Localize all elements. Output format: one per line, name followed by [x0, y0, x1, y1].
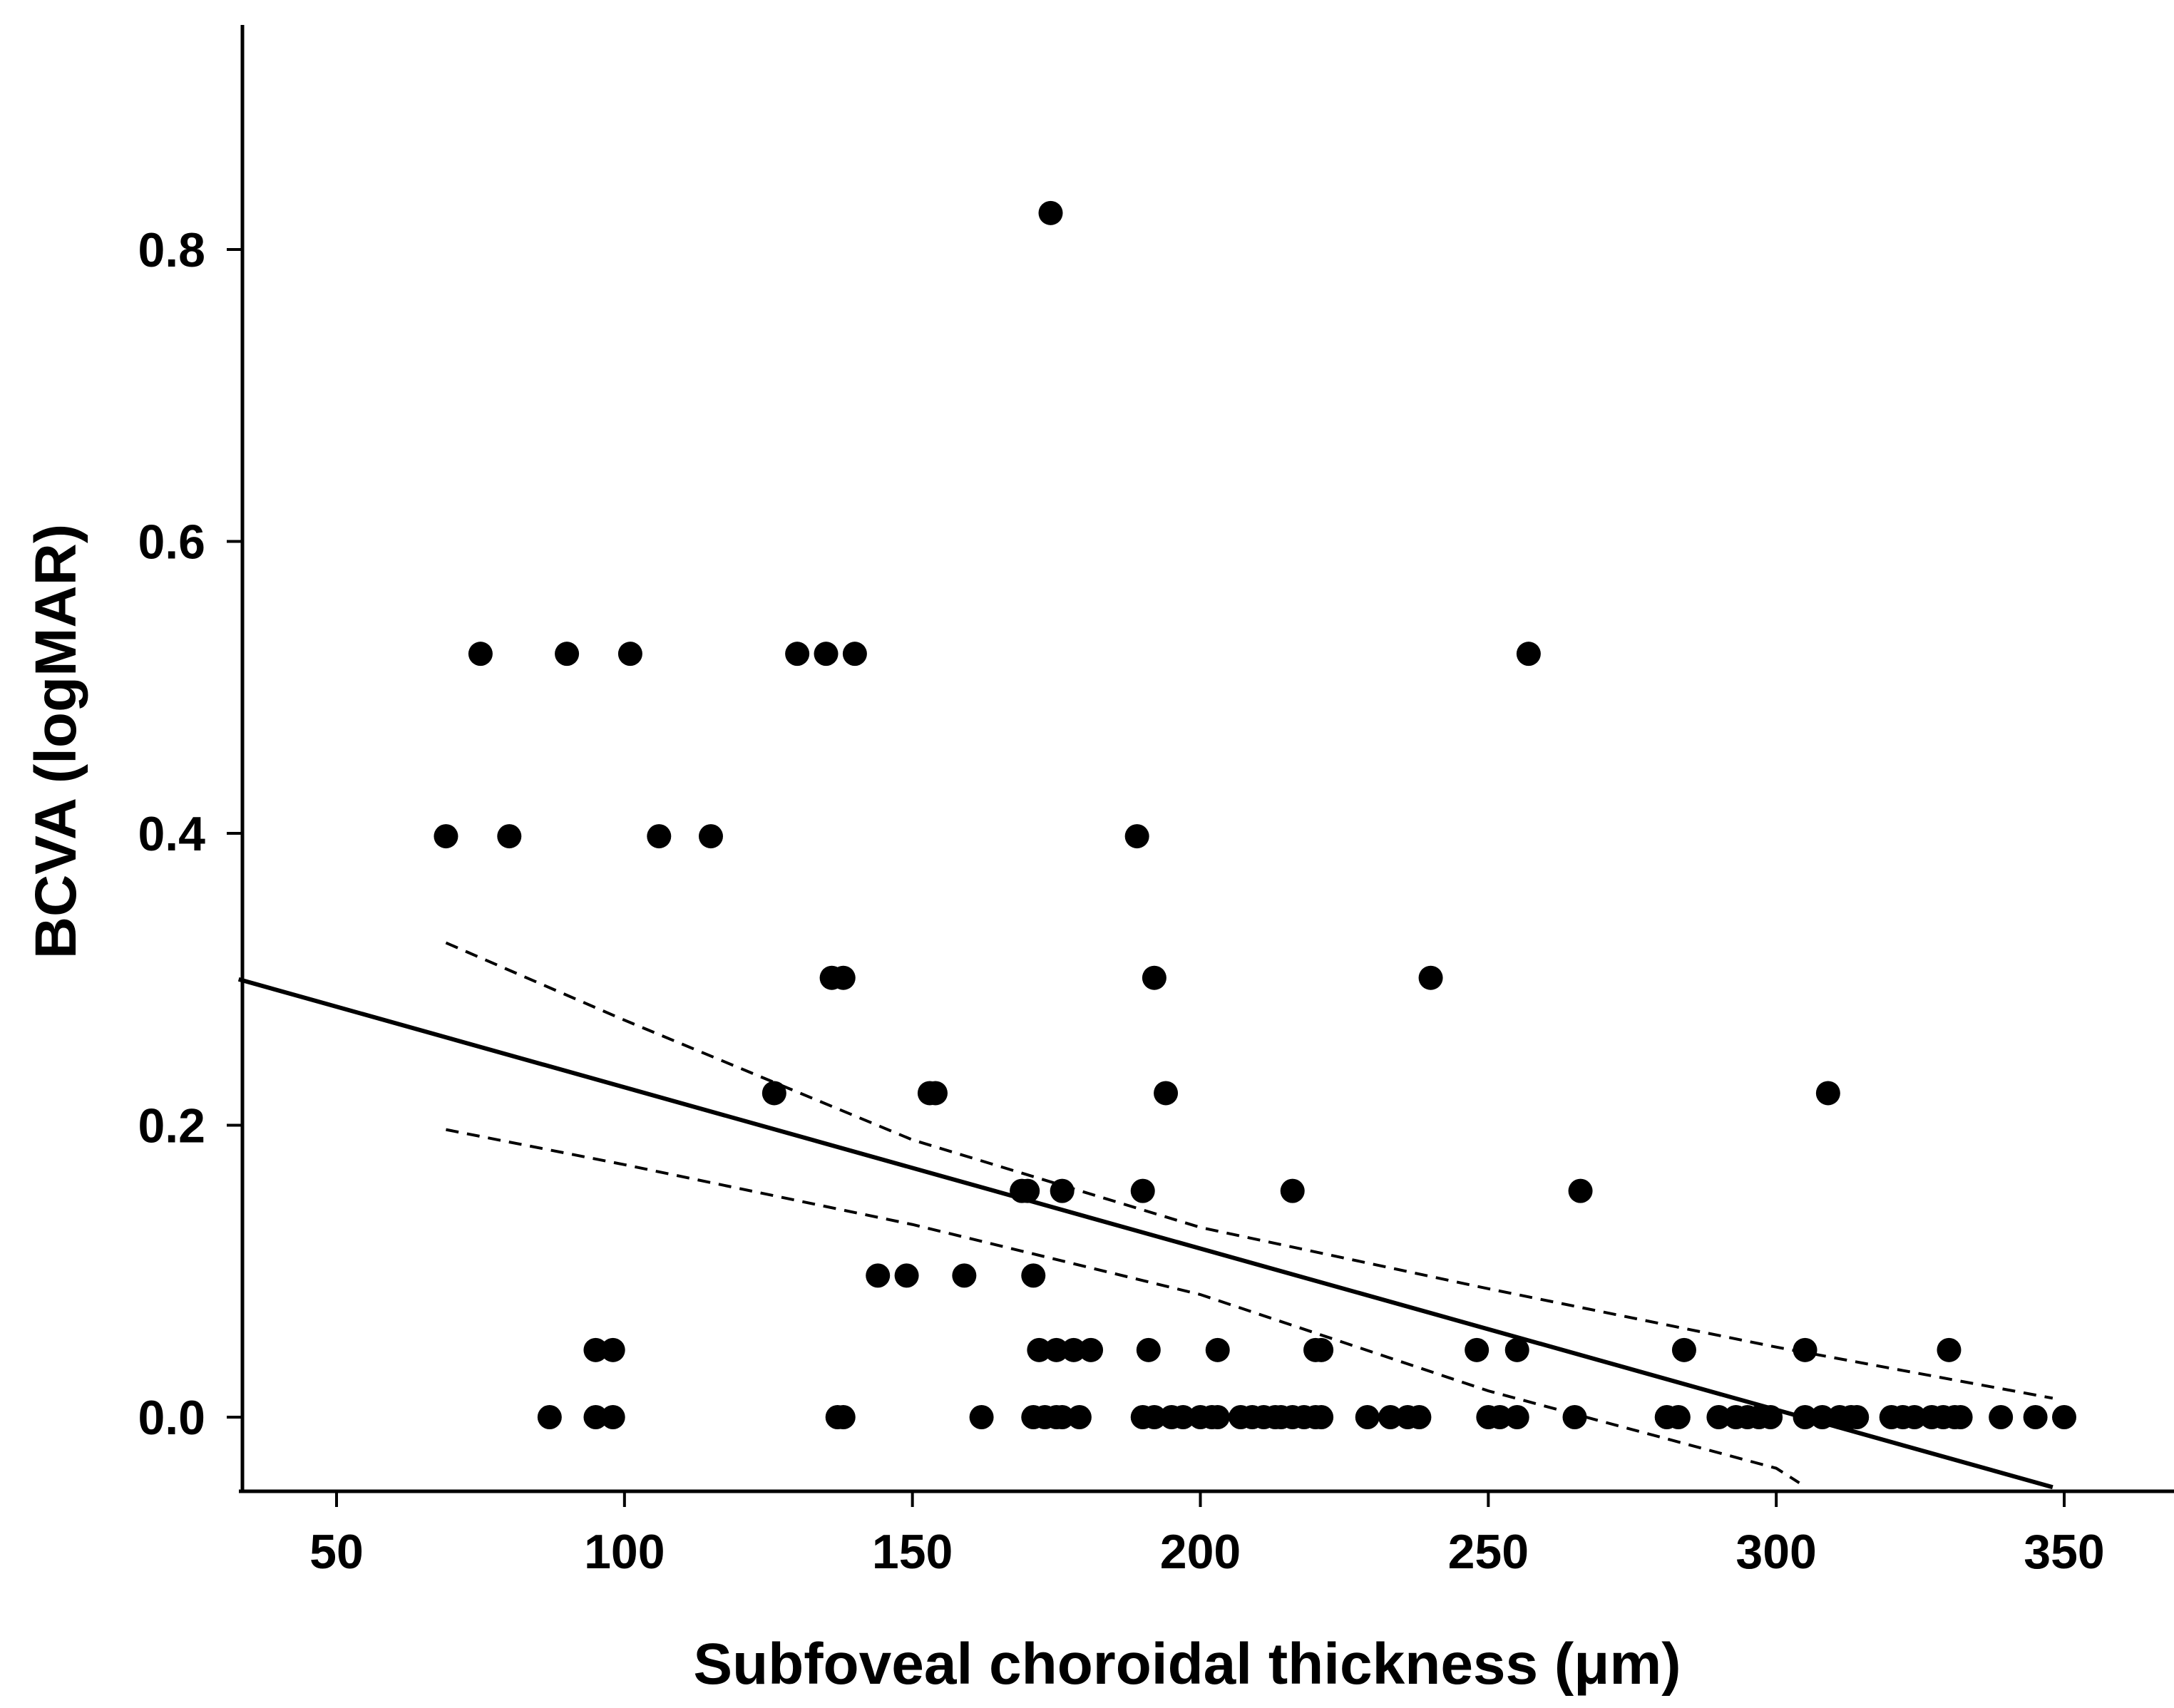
- data-point: [600, 1337, 625, 1362]
- data-point: [583, 1405, 608, 1429]
- data-point: [1568, 1178, 1593, 1203]
- y-axis-title: BCVA (logMAR): [24, 524, 88, 959]
- data-point: [831, 965, 856, 990]
- data-point: [1050, 1178, 1075, 1203]
- data-point: [2023, 1405, 2048, 1429]
- data-point: [647, 824, 672, 849]
- data-point: [1205, 1337, 1230, 1362]
- data-point: [698, 824, 723, 849]
- data-point: [1205, 1405, 1230, 1429]
- fit-lines: [237, 941, 2053, 1490]
- data-points: [434, 200, 2076, 1429]
- data-point: [1562, 1405, 1587, 1429]
- data-point: [1067, 1405, 1092, 1429]
- data-point: [1142, 1405, 1167, 1429]
- data-point: [923, 1081, 948, 1106]
- data-point: [555, 642, 580, 667]
- x-tick-label: 50: [309, 1525, 364, 1579]
- data-point: [1504, 1405, 1529, 1429]
- data-point: [1027, 1337, 1052, 1362]
- data-point: [969, 1405, 994, 1429]
- data-point: [831, 1405, 856, 1429]
- ticks: 50 100 150 200 250 300 350 0.0 0.2 0.4 0.6 0.8: [138, 223, 2104, 1579]
- y-tick-label: 0.6: [138, 515, 205, 570]
- data-point: [1378, 1405, 1403, 1429]
- x-tick-label: 100: [584, 1525, 665, 1579]
- data-point: [952, 1263, 977, 1288]
- data-point: [1937, 1337, 1962, 1362]
- axes: [239, 25, 2174, 1493]
- data-point: [1130, 1178, 1155, 1203]
- data-point: [1845, 1405, 1870, 1429]
- data-point: [1671, 1337, 1696, 1362]
- data-point: [785, 642, 810, 667]
- data-point: [1516, 642, 1541, 667]
- x-tick-label: 350: [2024, 1525, 2104, 1579]
- y-tick-label: 0.4: [138, 807, 205, 861]
- data-point: [1124, 824, 1149, 849]
- data-point: [1171, 1405, 1196, 1429]
- data-point: [762, 1081, 786, 1106]
- confidence-band-lower: [446, 1128, 1800, 1484]
- regression-line: [237, 977, 2053, 1490]
- x-axis-title: Subfoveal choroidal thickness (μm): [693, 1632, 1681, 1697]
- data-point: [1079, 1337, 1104, 1362]
- data-point: [1465, 1337, 1490, 1362]
- y-tick-label: 0.2: [138, 1099, 205, 1153]
- y-tick-label: 0.0: [138, 1391, 205, 1445]
- data-point: [1309, 1337, 1334, 1362]
- data-point: [600, 1405, 625, 1429]
- data-point: [1050, 1405, 1075, 1429]
- data-point: [1061, 1337, 1086, 1362]
- data-point: [1706, 1405, 1731, 1429]
- data-point: [1136, 1337, 1161, 1362]
- x-tick-label: 250: [1448, 1525, 1529, 1579]
- data-point: [1793, 1337, 1817, 1362]
- data-point: [1021, 1263, 1046, 1288]
- data-point: [1142, 965, 1167, 990]
- data-point: [1355, 1405, 1380, 1429]
- data-point: [2052, 1405, 2076, 1429]
- data-point: [617, 642, 642, 667]
- data-point: [1902, 1405, 1927, 1429]
- data-point: [1044, 1337, 1069, 1362]
- data-point: [1154, 1081, 1179, 1106]
- data-point: [434, 824, 458, 849]
- data-point: [1504, 1337, 1529, 1362]
- data-point: [1793, 1405, 1817, 1429]
- data-point: [1666, 1405, 1691, 1429]
- data-point: [1309, 1405, 1334, 1429]
- data-point: [1948, 1405, 1973, 1429]
- data-point: [1015, 1178, 1040, 1203]
- data-point: [1815, 1081, 1840, 1106]
- data-point: [1487, 1405, 1512, 1429]
- data-point: [1407, 1405, 1432, 1429]
- data-point: [1280, 1178, 1305, 1203]
- data-point: [497, 824, 522, 849]
- data-point: [866, 1263, 891, 1288]
- data-point: [583, 1337, 608, 1362]
- data-point: [468, 642, 493, 667]
- data-point: [1989, 1405, 2014, 1429]
- x-tick-label: 200: [1160, 1525, 1241, 1579]
- data-point: [1758, 1405, 1783, 1429]
- data-point: [537, 1405, 562, 1429]
- data-point: [894, 1263, 919, 1288]
- data-point: [842, 642, 867, 667]
- data-point: [1418, 965, 1443, 990]
- x-tick-label: 150: [872, 1525, 953, 1579]
- confidence-band-upper: [445, 941, 2053, 1400]
- data-point: [814, 642, 839, 667]
- y-tick-label: 0.8: [138, 223, 205, 277]
- data-point: [1810, 1405, 1835, 1429]
- x-tick-label: 300: [1735, 1525, 1816, 1579]
- data-point: [1038, 200, 1063, 225]
